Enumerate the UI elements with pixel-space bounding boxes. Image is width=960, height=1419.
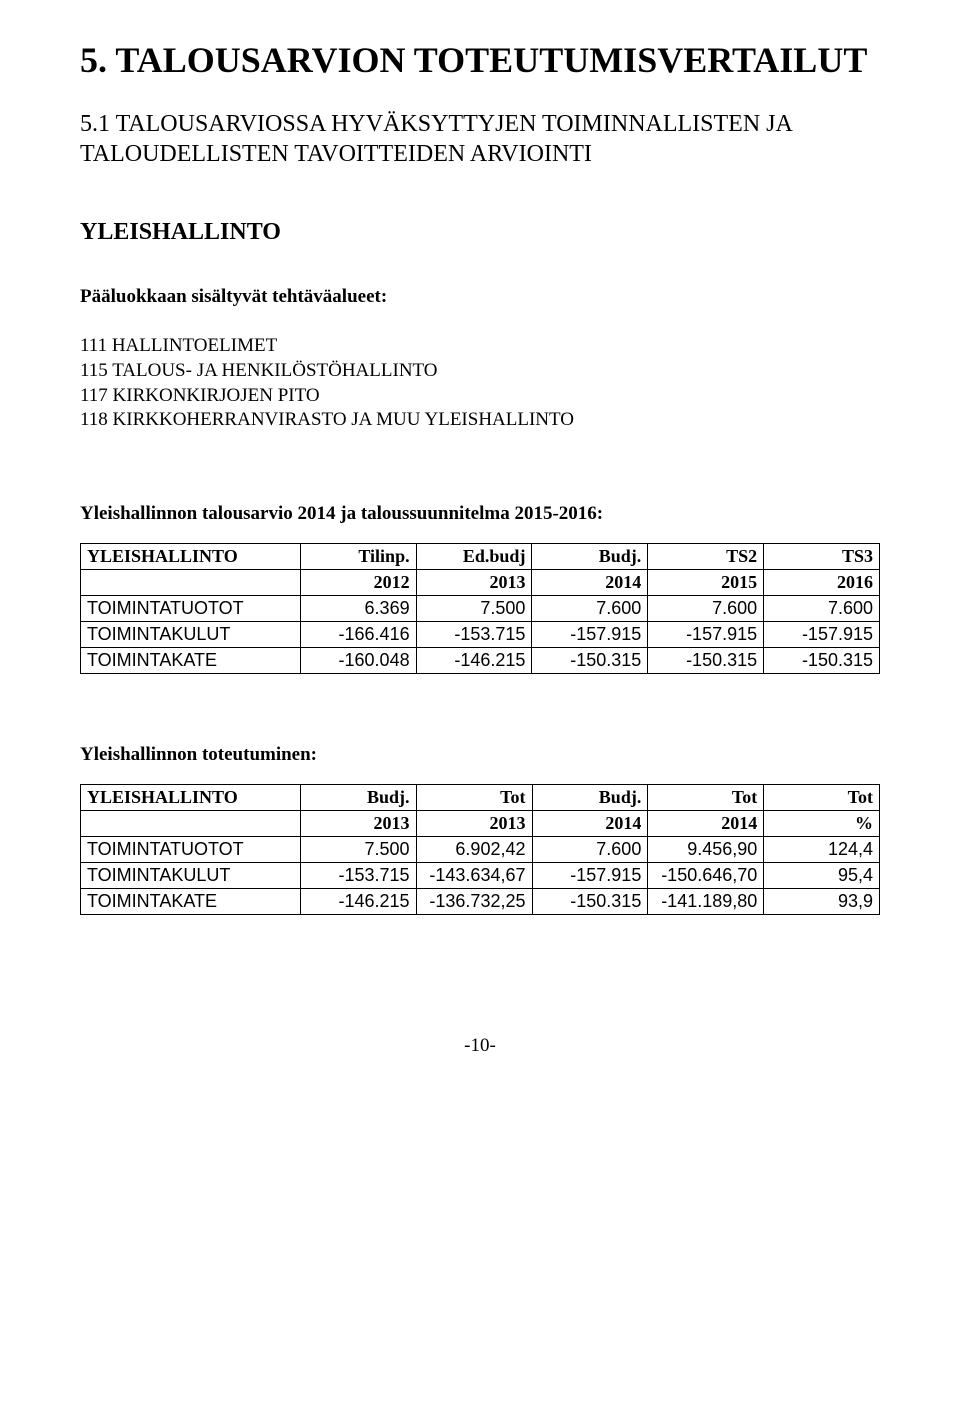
budget-plan-table: YLEISHALLINTO Tilinp. Ed.budj Budj. TS2 … xyxy=(80,543,880,674)
row-value: -157.915 xyxy=(764,622,880,648)
subarea-item: 115 TALOUS- JA HENKILÖSTÖHALLINTO xyxy=(80,359,880,384)
table-head-col: Tot xyxy=(416,785,532,811)
row-label: TOIMINTATUOTOT xyxy=(81,837,301,863)
row-value: -141.189,80 xyxy=(648,889,764,915)
row-value: -157.915 xyxy=(648,622,764,648)
table-row: TOIMINTAKULUT -166.416 -153.715 -157.915… xyxy=(81,622,880,648)
section-title: YLEISHALLINTO xyxy=(80,219,880,246)
row-value: -157.915 xyxy=(532,863,648,889)
table-header-row: YLEISHALLINTO Budj. Tot Budj. Tot Tot xyxy=(81,785,880,811)
actual-table: YLEISHALLINTO Budj. Tot Budj. Tot Tot 20… xyxy=(80,784,880,915)
row-label: TOIMINTAKULUT xyxy=(81,622,301,648)
row-value: -150.315 xyxy=(532,889,648,915)
row-value: 93,9 xyxy=(764,889,880,915)
row-value: -150.315 xyxy=(532,648,648,674)
table-head-col: Budj. xyxy=(532,785,648,811)
row-label: TOIMINTAKATE xyxy=(81,889,301,915)
table-year: 2013 xyxy=(416,570,532,596)
row-value: 7.500 xyxy=(300,837,416,863)
row-value: 7.500 xyxy=(416,596,532,622)
table-head-col: Tilinp. xyxy=(300,544,416,570)
table-head-col: Ed.budj xyxy=(416,544,532,570)
plan-heading: Yleishallinnon talousarvio 2014 ja talou… xyxy=(80,503,880,525)
table-head-col: TS2 xyxy=(648,544,764,570)
row-value: -150.315 xyxy=(648,648,764,674)
table-cell-blank xyxy=(81,570,301,596)
row-value: -136.732,25 xyxy=(416,889,532,915)
subareas-label: Pääluokkaan sisältyvät tehtäväalueet: xyxy=(80,286,880,308)
table-year: 2014 xyxy=(648,811,764,837)
row-label: TOIMINTAKULUT xyxy=(81,863,301,889)
sub-heading: 5.1 TALOUSARVIOSSA HYVÄKSYTTYJEN TOIMINN… xyxy=(80,109,880,169)
table-head-label: YLEISHALLINTO xyxy=(81,544,301,570)
row-value: -153.715 xyxy=(300,863,416,889)
row-value: -146.215 xyxy=(416,648,532,674)
row-value: 95,4 xyxy=(764,863,880,889)
row-value: -150.315 xyxy=(764,648,880,674)
table-row: TOIMINTAKULUT -153.715 -143.634,67 -157.… xyxy=(81,863,880,889)
table-head-col: Tot xyxy=(764,785,880,811)
table-year: 2013 xyxy=(300,811,416,837)
row-value: -146.215 xyxy=(300,889,416,915)
row-value: -160.048 xyxy=(300,648,416,674)
row-value: -157.915 xyxy=(532,622,648,648)
table-row: TOIMINTAKATE -160.048 -146.215 -150.315 … xyxy=(81,648,880,674)
table-row: TOIMINTATUOTOT 6.369 7.500 7.600 7.600 7… xyxy=(81,596,880,622)
page-number: -10- xyxy=(80,1035,880,1057)
table-year: 2016 xyxy=(764,570,880,596)
subarea-item: 118 KIRKKOHERRANVIRASTO JA MUU YLEISHALL… xyxy=(80,408,880,433)
table-year: 2013 xyxy=(416,811,532,837)
table-cell-blank xyxy=(81,811,301,837)
table-years-row: 2013 2013 2014 2014 % xyxy=(81,811,880,837)
table-head-col: Tot xyxy=(648,785,764,811)
table-year: 2014 xyxy=(532,811,648,837)
table-year: 2015 xyxy=(648,570,764,596)
subarea-item: 117 KIRKONKIRJOJEN PITO xyxy=(80,384,880,409)
table-header-row: YLEISHALLINTO Tilinp. Ed.budj Budj. TS2 … xyxy=(81,544,880,570)
row-value: 6.902,42 xyxy=(416,837,532,863)
actual-heading: Yleishallinnon toteutuminen: xyxy=(80,744,880,766)
row-value: -166.416 xyxy=(300,622,416,648)
main-heading: 5. TALOUSARVION TOTEUTUMISVERTAILUT xyxy=(80,40,880,81)
row-value: 7.600 xyxy=(532,837,648,863)
table-year: % xyxy=(764,811,880,837)
table-head-label: YLEISHALLINTO xyxy=(81,785,301,811)
table-head-col: TS3 xyxy=(764,544,880,570)
row-value: 7.600 xyxy=(648,596,764,622)
row-value: 9.456,90 xyxy=(648,837,764,863)
row-value: -150.646,70 xyxy=(648,863,764,889)
row-value: 7.600 xyxy=(532,596,648,622)
table-years-row: 2012 2013 2014 2015 2016 xyxy=(81,570,880,596)
subareas-list: 111 HALLINTOELIMET 115 TALOUS- JA HENKIL… xyxy=(80,334,880,433)
table-row: TOIMINTATUOTOT 7.500 6.902,42 7.600 9.45… xyxy=(81,837,880,863)
row-value: 124,4 xyxy=(764,837,880,863)
table-year: 2014 xyxy=(532,570,648,596)
row-value: -143.634,67 xyxy=(416,863,532,889)
row-label: TOIMINTAKATE xyxy=(81,648,301,674)
table-row: TOIMINTAKATE -146.215 -136.732,25 -150.3… xyxy=(81,889,880,915)
subarea-item: 111 HALLINTOELIMET xyxy=(80,334,880,359)
table-head-col: Budj. xyxy=(300,785,416,811)
row-value: 6.369 xyxy=(300,596,416,622)
table-head-col: Budj. xyxy=(532,544,648,570)
row-value: -153.715 xyxy=(416,622,532,648)
table-year: 2012 xyxy=(300,570,416,596)
row-value: 7.600 xyxy=(764,596,880,622)
row-label: TOIMINTATUOTOT xyxy=(81,596,301,622)
